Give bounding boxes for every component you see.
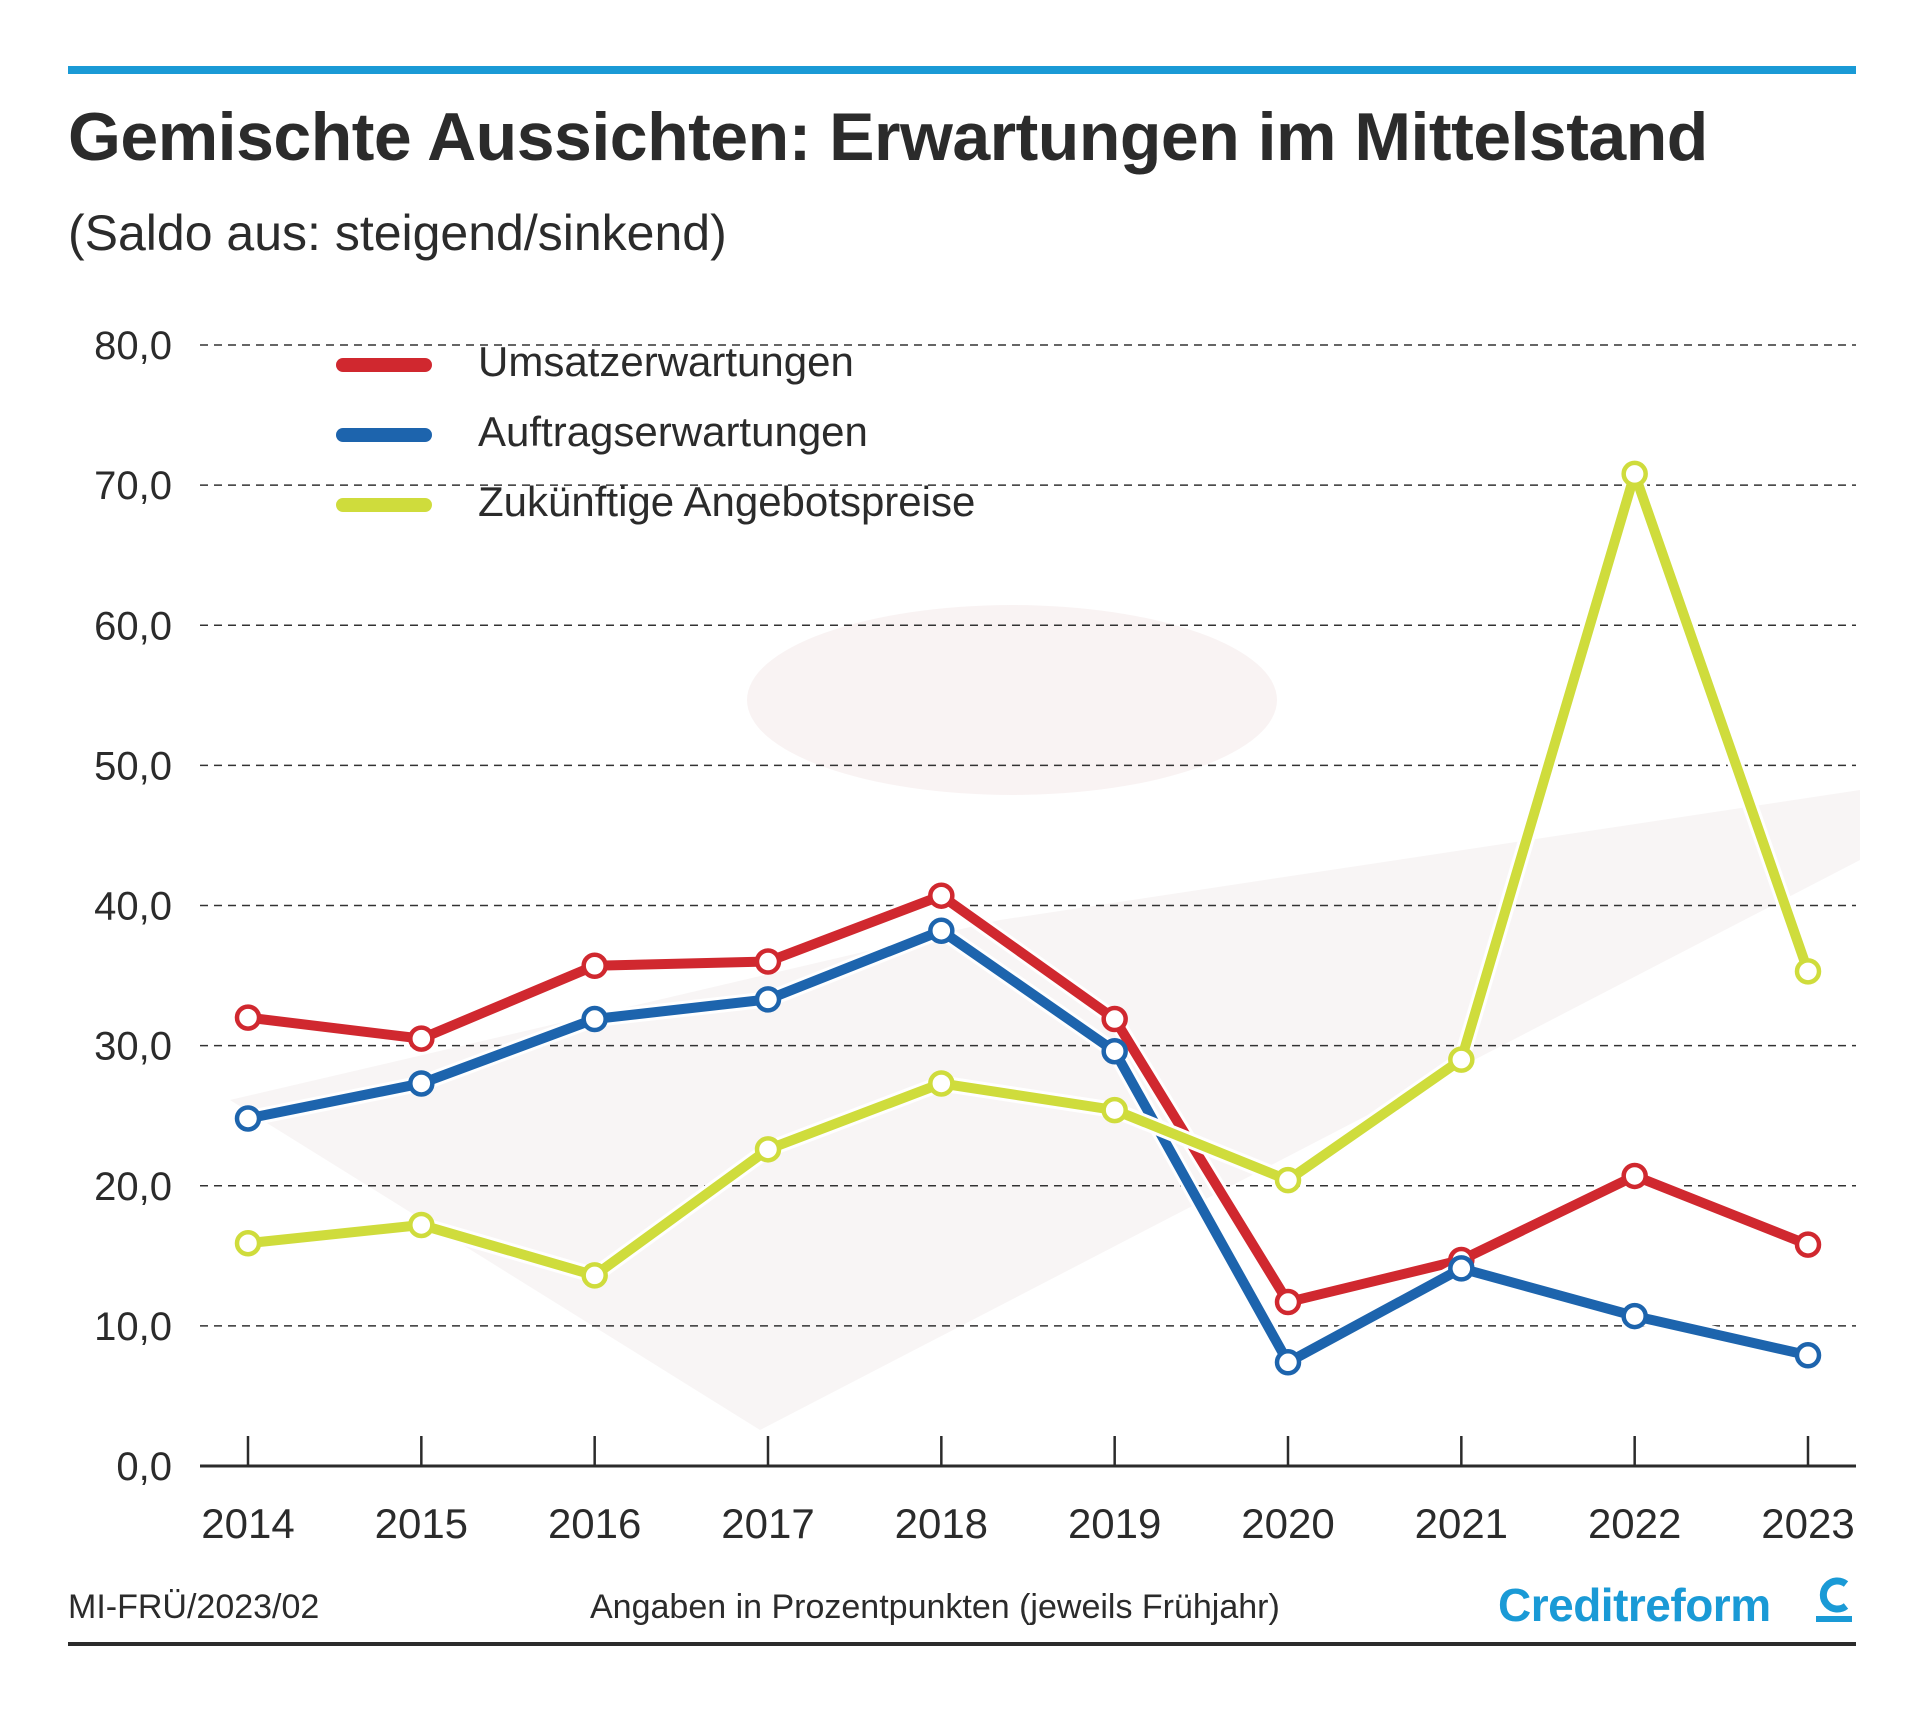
y-tick-label: 50,0: [94, 744, 172, 788]
y-tick-label: 70,0: [94, 464, 172, 508]
data-point-0: [928, 882, 955, 909]
data-point-2: [1274, 1166, 1302, 1194]
x-tick-label: 2015: [375, 1500, 468, 1547]
data-point-2: [408, 1211, 435, 1239]
y-tick-label: 30,0: [94, 1025, 172, 1069]
data-point-2: [928, 1070, 955, 1097]
y-tick-label: 10,0: [94, 1305, 172, 1349]
x-tick-label: 2021: [1415, 1500, 1508, 1547]
top-rule: [68, 66, 1856, 74]
data-point-1: [754, 986, 782, 1013]
brand-logo: Creditreform: [1498, 1579, 1771, 1631]
background-banknote: [230, 790, 1860, 1430]
legend-label-preise: Zukünftige Angebotspreise: [478, 478, 976, 525]
data-point-1: [1794, 1342, 1822, 1369]
data-point-1: [581, 1005, 608, 1033]
series-line-0: [243, 890, 1813, 1308]
data-point-2: [234, 1229, 262, 1257]
data-point-0: [1621, 1162, 1648, 1190]
x-tick-label: 2018: [895, 1500, 988, 1547]
bottom-rule: [68, 1642, 1856, 1646]
data-point-2: [1621, 460, 1648, 488]
y-tick-label: 40,0: [94, 885, 172, 929]
data-point-0: [581, 952, 608, 980]
data-point-2: [1794, 958, 1822, 985]
legend-swatch-umsatz: [336, 358, 432, 372]
creditreform-c-logo-icon: [1816, 1577, 1852, 1622]
x-tick-label: 2016: [548, 1500, 641, 1547]
data-point-2: [754, 1136, 782, 1163]
footer-note: Angaben in Prozentpunkten (jeweils Frühj…: [590, 1588, 1280, 1626]
legend-label-auftrag: Auftragserwartungen: [478, 408, 868, 455]
data-point-0: [408, 1025, 435, 1052]
data-point-0: [754, 948, 782, 975]
x-tick-label: 2022: [1588, 1500, 1681, 1547]
legend-swatch-preise: [336, 498, 432, 512]
x-tick-label: 2017: [721, 1500, 814, 1547]
series-line-2: [243, 468, 1813, 1281]
series-line-1: [243, 925, 1813, 1368]
x-tick-label: 2020: [1241, 1500, 1334, 1547]
legend-swatch-auftrag: [336, 428, 432, 442]
x-tick-label: 2019: [1068, 1500, 1161, 1547]
chart-subtitle: (Saldo aus: steigend/sinkend): [68, 205, 727, 261]
data-point-1: [1448, 1255, 1475, 1282]
data-point-0: [1101, 1005, 1128, 1033]
y-tick-label: 0,0: [116, 1445, 172, 1489]
x-tick-label: 2023: [1761, 1500, 1854, 1547]
y-tick-label: 80,0: [94, 324, 172, 368]
data-point-1: [408, 1070, 435, 1097]
background-coin: [747, 605, 1277, 795]
y-tick-label: 20,0: [94, 1165, 172, 1209]
data-point-1: [1101, 1037, 1128, 1065]
data-point-1: [928, 917, 955, 944]
data-point-2: [1448, 1046, 1475, 1073]
data-point-1: [1621, 1302, 1648, 1330]
legend-label-umsatz: Umsatzerwartungen: [478, 338, 854, 385]
data-point-2: [581, 1262, 608, 1289]
data-point-2: [1101, 1096, 1128, 1124]
footer-code: MI-FRÜ/2023/02: [68, 1588, 320, 1626]
data-point-0: [1274, 1288, 1302, 1316]
data-point-0: [1794, 1231, 1822, 1258]
data-point-1: [1274, 1349, 1302, 1376]
data-point-0: [234, 1004, 262, 1031]
y-tick-label: 60,0: [94, 604, 172, 648]
x-tick-label: 2014: [201, 1500, 294, 1547]
chart-title: Gemischte Aussichten: Erwartungen im Mit…: [68, 99, 1708, 175]
data-point-1: [234, 1105, 262, 1132]
